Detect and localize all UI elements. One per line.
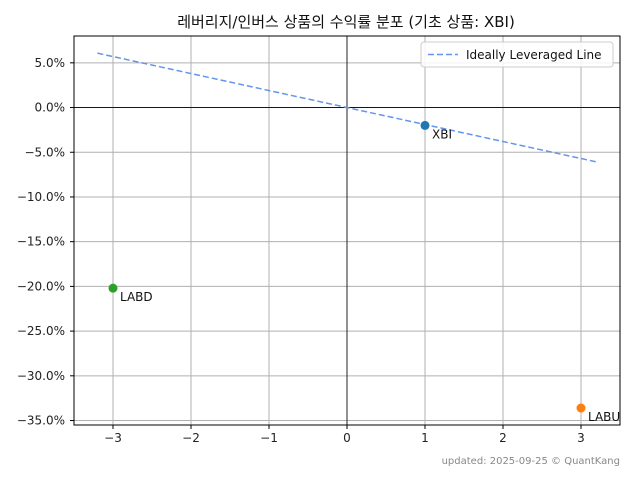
x-tick-label: 1: [421, 431, 429, 445]
point-label-xbi: XBI: [432, 127, 452, 141]
y-tick-label: 5.0%: [35, 56, 66, 70]
y-tick-label: −15.0%: [17, 235, 65, 249]
point-labu: [576, 403, 586, 413]
x-tick-label: 2: [499, 431, 507, 445]
chart-title: 레버리지/인버스 상품의 수익률 분포 (기초 상품: XBI): [177, 13, 515, 31]
x-tick-label: 0: [343, 431, 351, 445]
x-axis-ticks: −3 −2 −1 0 1 2 3: [104, 425, 585, 445]
x-tick-label: −1: [260, 431, 278, 445]
plot-frame: [73, 35, 621, 426]
y-tick-label: −10.0%: [17, 190, 65, 204]
footer-credit: updated: 2025-09-25 © QuantKang: [442, 456, 620, 467]
y-tick-label: −20.0%: [17, 279, 65, 293]
point-label-labd: LABD: [120, 290, 153, 304]
ideally-leveraged-line: [97, 52, 597, 163]
x-tick-label: 3: [577, 431, 585, 445]
zero-lines: [74, 36, 620, 425]
y-tick-label: −5.0%: [24, 145, 65, 159]
y-tick-label: −25.0%: [17, 324, 65, 338]
y-tick-label: 0.0%: [35, 101, 66, 115]
legend-box: [420, 41, 614, 68]
y-axis-ticks: 5.0% 0.0% −5.0% −10.0% −15.0% −20.0% −25.0% −30…: [17, 56, 74, 428]
point-xbi: [420, 120, 430, 130]
legend-label: Ideally Leveraged Line: [466, 48, 602, 62]
reference-line-group: [97, 52, 597, 163]
point-label-labu: LABU: [588, 410, 620, 424]
y-tick-label: −35.0%: [17, 414, 65, 428]
scatter-points: XBI LABD LABU: [108, 120, 620, 424]
legend: Ideally Leveraged Line: [420, 41, 614, 68]
point-labd: [108, 283, 118, 293]
y-tick-label: −30.0%: [17, 369, 65, 383]
x-tick-label: −3: [104, 431, 122, 445]
x-tick-label: −2: [182, 431, 200, 445]
